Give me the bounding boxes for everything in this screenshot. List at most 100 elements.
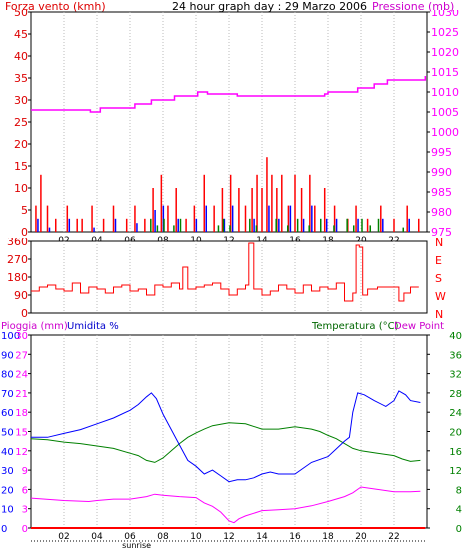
wind-avg-bar [37, 218, 39, 232]
wind-gust-bar [314, 205, 316, 232]
wind-gust-bar [35, 205, 37, 232]
y-tick-label-compass: N [435, 238, 443, 249]
wind-gust-bar [125, 218, 128, 232]
wind-gust-bar [213, 205, 215, 232]
y-tick-label-temperature: 28 [449, 389, 462, 400]
y-tick-label-humidity: 60 [1, 408, 14, 419]
y-tick-label-compass: S [435, 272, 442, 285]
y-tick-label-wind: 45 [14, 28, 28, 41]
wind-gust-bar [309, 174, 311, 232]
wind-gust-bar [91, 205, 93, 232]
x-tick-label: 20 [355, 532, 367, 542]
y-tick-label-temperature: 12 [449, 466, 462, 477]
wind-avg-bar [302, 218, 305, 232]
header-title: 24 hour graph day : 29 Marzo 2006 [172, 0, 368, 13]
sunrise-label: sunrise [122, 541, 151, 550]
temperature-label: Temperatura (°C) [312, 321, 399, 332]
y-tick-label-wind: 5 [21, 204, 28, 217]
y-tick-label-wind: 20 [14, 138, 28, 151]
wind-avg-bar [408, 218, 410, 232]
wind-min-bar [361, 218, 363, 232]
y-tick-label-direction: 90 [14, 289, 28, 302]
dewpoint-line [30, 486, 421, 524]
y-tick-label-wind: 25 [14, 116, 28, 129]
y-tick-label-wind: 50 [14, 10, 28, 19]
wind-gust-bar [175, 188, 177, 232]
wind-gust-bar [229, 174, 232, 232]
wind-min-bar [296, 218, 299, 232]
wind-min-bar [222, 218, 225, 232]
y-tick-label-rain: 0 [22, 524, 28, 535]
wind-gust-bar [40, 174, 42, 232]
wind-min-bar [163, 218, 165, 232]
wind-gust-bar [46, 205, 49, 232]
pressure-line [31, 76, 427, 113]
y-tick-label-humidity: 80 [1, 370, 14, 381]
y-tick-label-temperature: 32 [449, 370, 462, 381]
y-tick-label-compass: N [435, 308, 443, 318]
header-wind-label: Forza vento (kmh) [5, 0, 106, 13]
y-tick-label-compass: E [435, 254, 442, 267]
wind-gust-bar [266, 157, 268, 232]
wind-gust-bar [300, 188, 303, 232]
y-tick-label-humidity: 50 [1, 428, 14, 439]
wind-gust-bar [55, 218, 57, 232]
wind-avg-bar [311, 205, 313, 232]
wind-gust-bar [366, 218, 369, 232]
wind-avg-bar [114, 218, 117, 232]
wind-avg-bar [195, 218, 198, 232]
y-tick-label-humidity: 0 [1, 524, 7, 535]
wind-avg-bar [357, 218, 359, 232]
wind-min-bar [217, 225, 220, 232]
wind-min-bar [346, 218, 348, 232]
x-tick-label: 18 [322, 532, 334, 542]
y-tick-label-compass: W [435, 290, 446, 303]
wind-gust-bar [134, 205, 136, 232]
y-tick-label-humidity: 10 [1, 505, 14, 516]
wind-min-bar [333, 225, 335, 232]
y-tick-label-wind: 35 [14, 72, 28, 85]
y-tick-label-rain: 24 [15, 370, 28, 381]
wind-gust-bar [167, 205, 169, 232]
wind-min-bar [150, 218, 152, 232]
wind-gust-bar [112, 205, 115, 232]
wind-avg-bar [231, 205, 234, 232]
x-tick-label: 14 [256, 532, 268, 542]
temperature-line [30, 422, 421, 463]
y-tick-label-rain: 21 [15, 389, 28, 400]
y-tick-label-pressure: 1030 [431, 10, 459, 19]
wind-gust-bar [251, 188, 253, 232]
header-pressure-label: Pressione (mb) [372, 0, 455, 13]
wind-gust-bar [294, 174, 296, 232]
wind-gust-bar [76, 218, 78, 232]
wind-avg-bar [325, 218, 328, 232]
y-tick-label-pressure: 990 [431, 166, 452, 179]
wind-avg-bar [289, 205, 292, 232]
y-tick-label-wind: 10 [14, 182, 28, 195]
y-tick-label-pressure: 980 [431, 206, 452, 219]
wind-min-bar [369, 225, 371, 232]
wind-avg-bar [278, 218, 280, 232]
y-tick-label-rain: 18 [15, 408, 28, 419]
y-tick-label-rain: 6 [22, 485, 28, 496]
wind-min-bar [249, 218, 251, 232]
humidity-line [31, 390, 421, 483]
wind-gust-bar [256, 174, 258, 232]
y-tick-label-humidity: 30 [1, 466, 14, 477]
y-tick-label-direction: 270 [7, 253, 28, 266]
wind-min-bar [402, 227, 404, 232]
wind-gust-bar [144, 218, 146, 232]
y-tick-label-humidity: 20 [1, 485, 14, 496]
wind-min-bar [320, 218, 322, 232]
wind-gust-bar [380, 205, 382, 232]
rain-label: Pioggia (mm) [1, 321, 68, 332]
wind-avg-bar [205, 205, 207, 232]
y-tick-label-rain: 27 [15, 350, 28, 361]
y-tick-label-temperature: 40 [449, 332, 462, 342]
wind-min-bar [275, 218, 277, 232]
wind-gust-bar [393, 218, 395, 232]
wind-gust-bar [193, 205, 196, 232]
wind-gust-bar [102, 218, 105, 232]
